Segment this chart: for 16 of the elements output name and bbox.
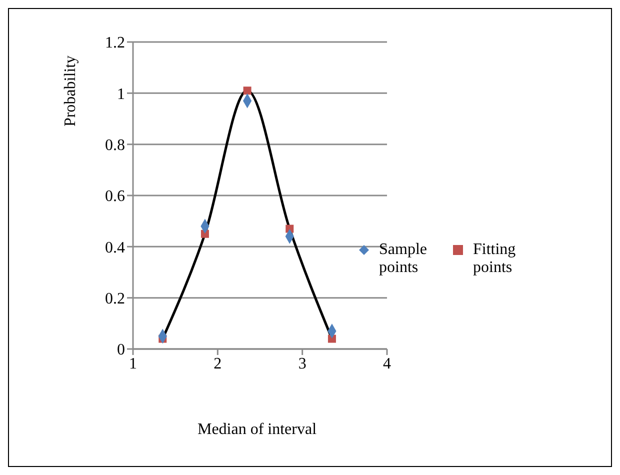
y-tick-label: 0.8	[105, 137, 125, 154]
x-tick-label: 4	[383, 355, 391, 372]
y-tick-label: 0.2	[105, 290, 125, 308]
y-axis-title: Probability	[62, 55, 80, 127]
legend-label: Sample points	[379, 241, 428, 277]
x-tick-label: 1	[129, 355, 137, 372]
y-tick-label: 1.2	[105, 34, 125, 52]
y-tick-label: 0.4	[105, 239, 125, 256]
x-axis-title: Median of interval	[197, 421, 317, 439]
point	[243, 86, 252, 95]
y-tick-label: 1	[117, 86, 125, 103]
x-tick-label: 2	[214, 355, 222, 372]
y-tick-label: 0	[117, 342, 125, 359]
legend-label: Fitting points	[473, 241, 517, 277]
x-tick-label: 3	[298, 355, 306, 372]
y-tick-label: 0.6	[105, 188, 125, 206]
